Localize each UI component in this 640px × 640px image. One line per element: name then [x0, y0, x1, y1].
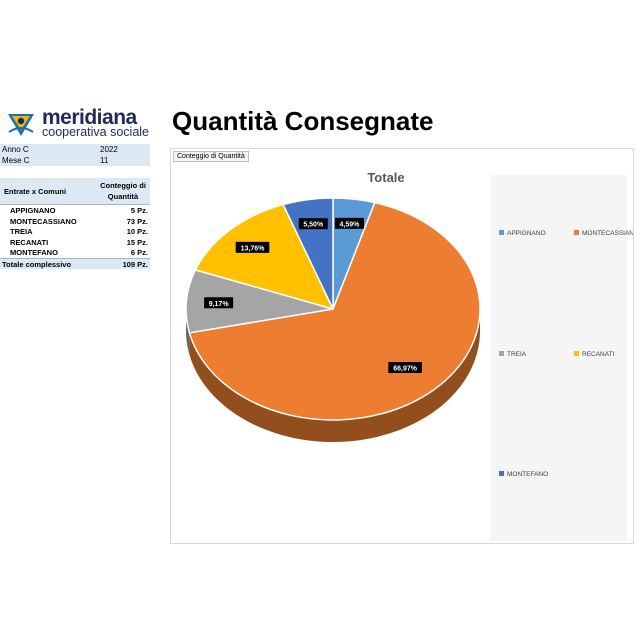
- chart-title: Totale: [367, 170, 404, 185]
- table-row[interactable]: MONTECASSIANO 73 Pz.: [0, 216, 150, 227]
- table-row[interactable]: APPIGNANO 5 Pz.: [0, 205, 150, 216]
- page-title: Quantità Consegnate: [172, 106, 434, 136]
- value-header-line1: Conteggio di: [100, 181, 146, 190]
- table-row[interactable]: RECANATI 15 Pz.: [0, 237, 150, 248]
- pie-side-treia: [186, 309, 190, 355]
- data-label-treia: 9,17%: [204, 297, 234, 309]
- company-logo: meridiana cooperativa sociale: [4, 106, 154, 140]
- row-name: TREIA: [10, 227, 33, 236]
- row-name: APPIGNANO: [10, 206, 56, 215]
- pivot-header: Entrate x Comuni Conteggio di Quantità: [0, 178, 150, 205]
- legend-item-recanati[interactable]: RECANATI: [574, 351, 615, 358]
- value-header-label: Conteggio di Quantità: [98, 180, 148, 202]
- chart-field-button[interactable]: Conteggio di Quantità: [173, 151, 249, 162]
- legend-item-treia[interactable]: TREIA: [499, 351, 527, 358]
- logo-subtitle: cooperativa sociale: [42, 125, 150, 139]
- total-row[interactable]: Totale complessivo 109 Pz.: [0, 257, 150, 269]
- data-label-recanati: 13,76%: [235, 241, 270, 253]
- value-header-line2: Quantità: [107, 192, 139, 201]
- pivot-table: Entrate x Comuni Conteggio di Quantità A…: [0, 178, 150, 269]
- legend-item-montefano[interactable]: MONTEFANO: [499, 471, 548, 478]
- meridiana-logo-icon: [8, 114, 34, 136]
- data-label-appignano: 4,59%: [334, 217, 364, 229]
- svg-text:5,50%: 5,50%: [303, 222, 324, 229]
- svg-text:4,59%: 4,59%: [340, 221, 361, 228]
- svg-text:APPIGNANO: APPIGNANO: [507, 230, 546, 237]
- data-label-montecassiano: 66,97%: [388, 362, 422, 374]
- pie-slice-treia[interactable]: [185, 268, 334, 334]
- pie-side-montecassiano: [189, 309, 481, 442]
- pie-slice-recanati[interactable]: [194, 203, 335, 311]
- row-qty: 5 Pz.: [130, 206, 148, 215]
- svg-text:9,17%: 9,17%: [209, 301, 230, 308]
- row-qty: 73 Pz.: [126, 216, 148, 226]
- svg-text:MONTECASSIANO: MONTECASSIANO: [582, 230, 633, 237]
- legend-item-montecassiano[interactable]: MONTECASSIANO: [574, 230, 633, 237]
- legend-panel: [491, 175, 627, 541]
- data-label-montefano: 5,50%: [298, 218, 328, 230]
- row-qty: 10 Pz.: [126, 227, 148, 236]
- svg-text:MONTEFANO: MONTEFANO: [507, 471, 548, 478]
- row-name: MONTEFANO: [10, 248, 58, 257]
- table-row[interactable]: TREIA 10 Pz.: [0, 226, 150, 237]
- filter-key: Anno C: [2, 145, 29, 154]
- row-qty: 15 Pz.: [126, 237, 148, 247]
- total-qty: 109 Pz.: [122, 259, 148, 269]
- filter-key: Mese C: [2, 156, 30, 165]
- pie-chart[interactable]: Totale 4,59% 66,97% 9,17% 13,76% 5,50% APPIGNA…: [171, 149, 633, 543]
- filter-value[interactable]: 2022: [100, 145, 118, 154]
- svg-text:TREIA: TREIA: [507, 351, 527, 358]
- filter-value[interactable]: 11: [100, 156, 109, 165]
- svg-text:66,97%: 66,97%: [393, 366, 418, 373]
- row-qty: 6 Pz.: [130, 248, 148, 257]
- legend-item-appignano[interactable]: APPIGNANO: [499, 230, 546, 237]
- pivot-chart[interactable]: Totale 4,59% 66,97% 9,17% 13,76% 5,50% APPIGNA…: [170, 148, 634, 544]
- svg-text:RECANATI: RECANATI: [582, 351, 615, 358]
- pivot-filters: Anno C 2022 Mese C 11: [0, 144, 150, 166]
- pie-side-wall: [186, 309, 481, 442]
- table-row[interactable]: MONTEFANO 6 Pz.: [0, 247, 150, 258]
- svg-text:13,76%: 13,76%: [241, 245, 266, 252]
- total-label: Totale complessivo: [2, 259, 72, 269]
- row-name: RECANATI: [10, 237, 49, 247]
- row-name: MONTECASSIANO: [10, 216, 77, 226]
- filter-row-mese[interactable]: Mese C 11: [0, 155, 150, 166]
- logo-name: meridiana: [42, 106, 137, 129]
- row-header-label[interactable]: Entrate x Comuni: [4, 187, 67, 196]
- filter-row-anno[interactable]: Anno C 2022: [0, 144, 150, 155]
